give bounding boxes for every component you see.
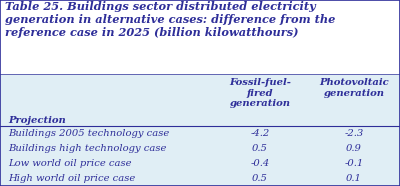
- Text: High world oil price case: High world oil price case: [8, 174, 135, 183]
- Bar: [0, 74, 400, 186]
- Text: -2.3: -2.3: [344, 129, 364, 138]
- Text: 0.5: 0.5: [252, 144, 268, 153]
- Bar: [0, 0, 400, 74]
- Text: Table 25. Buildings sector distributed electricity
generation in alternative cas: Table 25. Buildings sector distributed e…: [5, 1, 335, 39]
- Text: -0.4: -0.4: [250, 159, 270, 168]
- Text: Buildings high technology case: Buildings high technology case: [8, 144, 166, 153]
- Text: Buildings 2005 technology case: Buildings 2005 technology case: [8, 129, 169, 138]
- Text: Low world oil price case: Low world oil price case: [8, 159, 132, 168]
- Text: -0.1: -0.1: [344, 159, 364, 168]
- Text: 0.5: 0.5: [252, 174, 268, 183]
- Text: 0.9: 0.9: [346, 144, 362, 153]
- Text: 0.1: 0.1: [346, 174, 362, 183]
- Text: -4.2: -4.2: [250, 129, 270, 138]
- Text: Photovoltaic
generation: Photovoltaic generation: [319, 78, 389, 97]
- Text: Fossil-fuel-
fired
generation: Fossil-fuel- fired generation: [229, 78, 291, 108]
- Text: Projection: Projection: [8, 116, 66, 125]
